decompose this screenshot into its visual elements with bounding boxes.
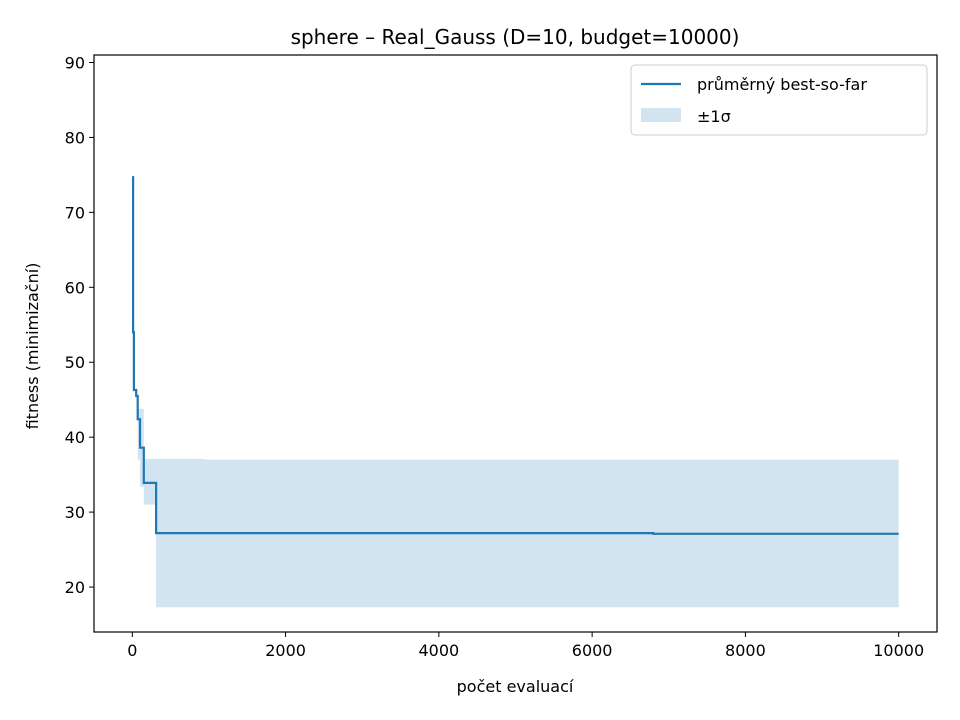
x-tick-label: 2000 xyxy=(265,641,306,660)
y-tick-label: 90 xyxy=(65,53,85,72)
y-tick-label: 70 xyxy=(65,203,85,222)
chart-title: sphere – Real_Gauss (D=10, budget=10000) xyxy=(291,25,740,49)
x-tick-label: 6000 xyxy=(572,641,613,660)
legend-box xyxy=(630,64,928,136)
x-tick-label: 4000 xyxy=(419,641,460,660)
legend-label-mean: průměrný best-so-far xyxy=(697,75,867,94)
x-tick-label: 0 xyxy=(127,641,137,660)
y-axis-label: fitness (minimizační) xyxy=(23,263,42,430)
y-tick-label: 20 xyxy=(65,578,85,597)
std-band xyxy=(132,177,899,608)
mean-best-so-far-line xyxy=(132,176,899,535)
y-tick-label: 60 xyxy=(65,278,85,297)
x-axis-label: počet evaluací xyxy=(457,677,574,696)
y-tick-label: 30 xyxy=(65,503,85,522)
y-tick-label: 40 xyxy=(65,428,85,447)
y-tick-label: 80 xyxy=(65,128,85,147)
band-layer xyxy=(132,177,899,608)
y-tick-label: 50 xyxy=(65,353,85,372)
x-ticks: 0 2000 4000 6000 8000 10000 xyxy=(127,632,924,660)
x-tick-label: 10000 xyxy=(873,641,924,660)
legend-label-band: ±1σ xyxy=(697,107,731,126)
y-ticks: 20 30 40 50 60 70 80 90 xyxy=(65,53,94,597)
line-layer xyxy=(132,176,899,535)
legend-band-swatch xyxy=(641,108,681,122)
legend: průměrný best-so-far ±1σ xyxy=(630,64,928,136)
x-tick-label: 8000 xyxy=(725,641,766,660)
plot-frame xyxy=(93,54,938,633)
